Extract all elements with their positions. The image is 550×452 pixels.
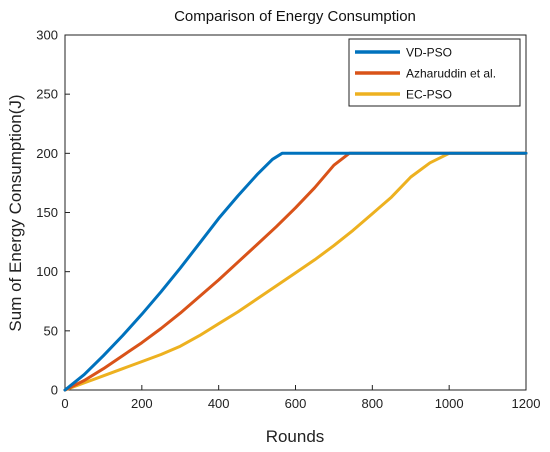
chart-title: Comparison of Energy Consumption — [174, 8, 416, 25]
x-tick-label: 1000 — [435, 396, 464, 411]
y-tick-label: 300 — [36, 28, 58, 43]
y-tick-label: 50 — [44, 323, 58, 338]
y-tick-label: 200 — [36, 146, 58, 161]
x-axis-ticks: 0 200 400 600 800 1000 1200 — [61, 385, 540, 411]
y-tick-label: 250 — [36, 87, 58, 102]
x-tick-label: 0 — [61, 396, 68, 411]
series-line-ec-pso — [63, 151, 528, 392]
legend-label: EC-PSO — [406, 88, 452, 102]
x-tick-label: 800 — [361, 396, 383, 411]
x-tick-label: 1200 — [512, 396, 541, 411]
series-lines — [63, 151, 528, 392]
y-tick-label: 0 — [51, 383, 58, 398]
x-tick-label: 400 — [208, 396, 230, 411]
y-axis-ticks: 0 50 100 150 200 250 300 — [36, 28, 70, 398]
x-axis-label: Rounds — [266, 427, 325, 446]
legend-label: VD-PSO — [406, 46, 452, 60]
legend: VD-PSO Azharuddin et al. EC-PSO — [348, 38, 521, 107]
legend-label: Azharuddin et al. — [406, 67, 496, 81]
y-tick-label: 100 — [36, 264, 58, 279]
y-axis-label: Sum of Energy Consumption(J) — [6, 94, 25, 331]
x-tick-label: 200 — [131, 396, 153, 411]
x-tick-label: 600 — [285, 396, 307, 411]
y-tick-label: 150 — [36, 205, 58, 220]
series-line-vd-pso — [63, 151, 528, 392]
